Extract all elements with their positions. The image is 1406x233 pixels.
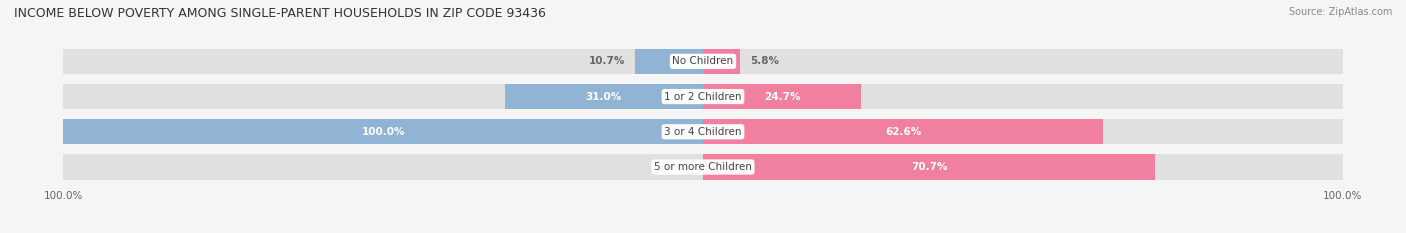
- Text: 0.0%: 0.0%: [665, 162, 693, 172]
- Text: 1 or 2 Children: 1 or 2 Children: [664, 92, 742, 102]
- Text: 31.0%: 31.0%: [586, 92, 621, 102]
- Bar: [703, 49, 1343, 74]
- Bar: [703, 119, 1104, 144]
- Bar: [63, 49, 703, 74]
- Bar: [634, 49, 703, 74]
- Text: No Children: No Children: [672, 56, 734, 66]
- Text: 10.7%: 10.7%: [589, 56, 624, 66]
- Bar: [63, 154, 703, 180]
- Bar: [703, 84, 1343, 109]
- Bar: [63, 84, 703, 109]
- Text: 24.7%: 24.7%: [763, 92, 800, 102]
- Text: 3 or 4 Children: 3 or 4 Children: [664, 127, 742, 137]
- Text: 100.0%: 100.0%: [361, 127, 405, 137]
- Text: 5 or more Children: 5 or more Children: [654, 162, 752, 172]
- Text: 5.8%: 5.8%: [749, 56, 779, 66]
- Bar: [63, 119, 703, 144]
- Text: 70.7%: 70.7%: [911, 162, 948, 172]
- Bar: [703, 119, 1343, 144]
- Text: Source: ZipAtlas.com: Source: ZipAtlas.com: [1288, 7, 1392, 17]
- Bar: [703, 49, 740, 74]
- Text: INCOME BELOW POVERTY AMONG SINGLE-PARENT HOUSEHOLDS IN ZIP CODE 93436: INCOME BELOW POVERTY AMONG SINGLE-PARENT…: [14, 7, 546, 20]
- Bar: [703, 154, 1156, 180]
- Text: 62.6%: 62.6%: [886, 127, 921, 137]
- Bar: [505, 84, 703, 109]
- Bar: [703, 154, 1343, 180]
- Bar: [63, 119, 703, 144]
- Bar: [703, 84, 860, 109]
